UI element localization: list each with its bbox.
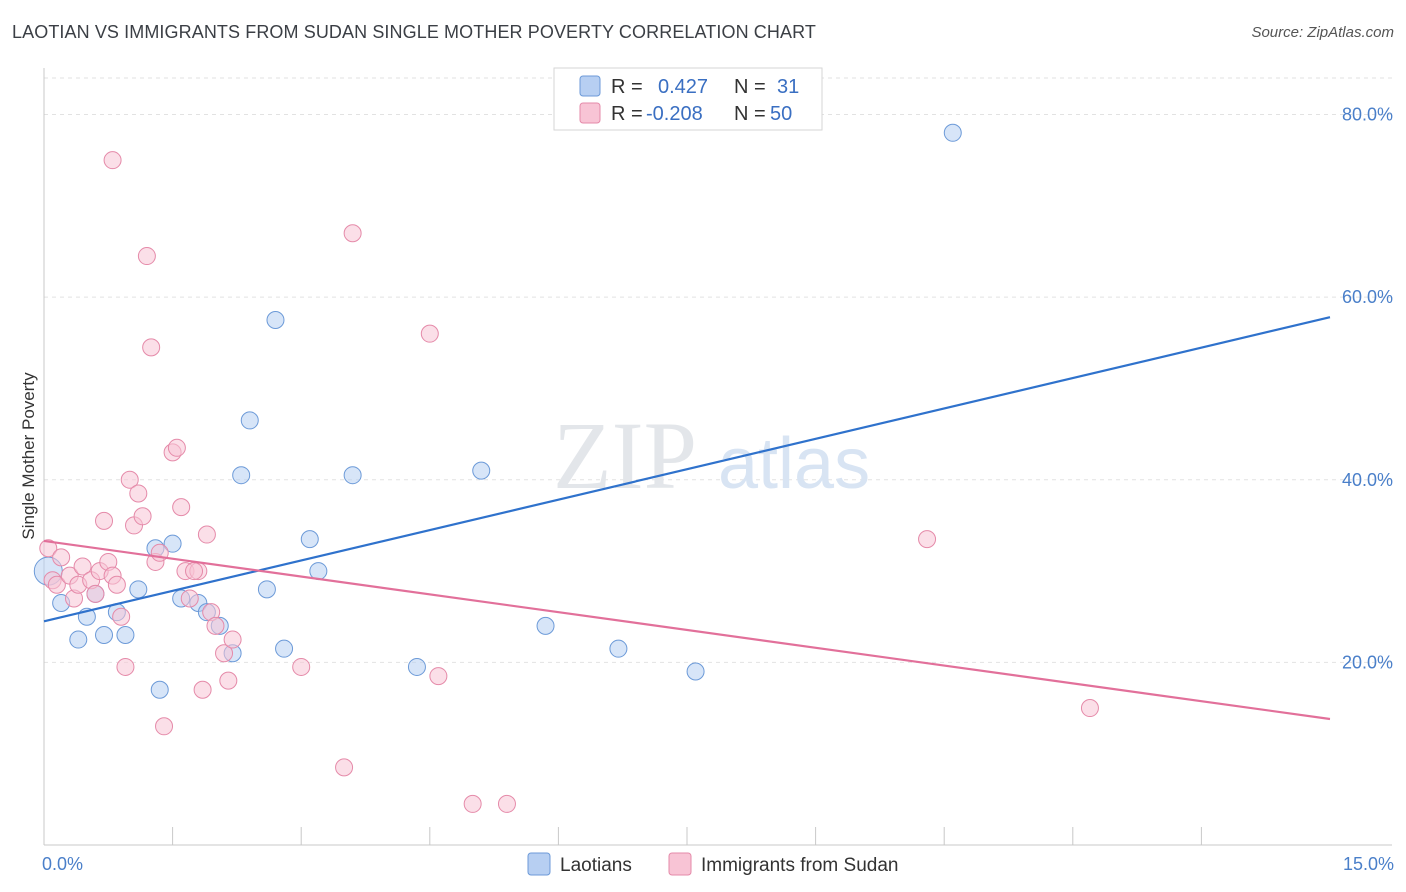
point-series0-25 (407, 657, 426, 676)
point-series1-21 (142, 338, 161, 357)
x-tick-label-1: 15.0% (1343, 854, 1394, 874)
point-series1-9 (86, 584, 105, 603)
chart-source: Source: ZipAtlas.com (1251, 24, 1394, 41)
point-series0-5 (95, 625, 114, 644)
watermark: ZIP atlas (553, 402, 870, 509)
point-series1-17 (120, 470, 139, 489)
legend-r-value-laotians: 0.427 (658, 76, 708, 98)
point-series0-27 (536, 616, 555, 635)
point-series0-7 (116, 625, 135, 644)
point-series1-27 (172, 498, 191, 517)
point-series1-20 (133, 507, 152, 526)
point-series0-2 (69, 630, 88, 649)
point-series1-31 (193, 680, 212, 699)
point-series1-29 (180, 589, 199, 608)
y-tick-label-0: 20.0% (1342, 652, 1393, 672)
series-legend-swatch-sudan (668, 852, 692, 876)
point-series1-34 (206, 616, 225, 635)
point-series0-30 (943, 123, 962, 142)
point-series0-29 (686, 662, 705, 681)
point-series1-7 (73, 557, 92, 576)
y-tick-label-1: 40.0% (1342, 470, 1393, 490)
watermark-atlas: atlas (718, 424, 870, 504)
grid-lines (44, 77, 1392, 663)
legend-swatch-laotians (579, 75, 601, 97)
point-series0-17 (232, 466, 251, 485)
point-series1-40 (343, 224, 362, 243)
point-series0-18 (240, 411, 259, 430)
point-series0-20 (266, 310, 285, 329)
chart-title: LAOTIAN VS IMMIGRANTS FROM SUDAN SINGLE … (12, 22, 816, 42)
x-tick-labels: 0.0% 15.0% (42, 854, 1394, 874)
point-series0-11 (163, 534, 182, 553)
point-series0-22 (300, 530, 319, 549)
point-series1-47 (918, 530, 937, 549)
y-tick-labels: 20.0% 40.0% 60.0% 80.0% (1342, 105, 1393, 673)
point-series0-10 (150, 680, 169, 699)
point-series1-14 (107, 575, 126, 594)
axes (43, 68, 1392, 846)
series-legend-swatch-laotians (527, 852, 551, 876)
point-series1-45 (137, 247, 156, 266)
point-series1-19 (129, 484, 148, 503)
point-series1-35 (215, 644, 234, 663)
point-series1-32 (197, 525, 216, 544)
watermark-zip: ZIP (553, 402, 697, 509)
point-series1-38 (292, 657, 311, 676)
legend-n-label-laotians: N = (734, 76, 766, 98)
point-series1-16 (116, 657, 135, 676)
point-series1-48 (1080, 699, 1099, 718)
legend-swatch-sudan (579, 102, 601, 124)
scatter-points (33, 123, 1099, 813)
legend-n-value-sudan: 50 (770, 103, 792, 125)
point-series0-24 (343, 466, 362, 485)
point-series1-42 (429, 667, 448, 686)
series-legend-label-laotians: Laotians (560, 855, 632, 876)
point-series1-44 (497, 794, 516, 813)
point-series1-2 (47, 575, 66, 594)
point-series0-19 (257, 580, 276, 599)
point-series0-26 (472, 461, 491, 480)
point-series1-43 (463, 794, 482, 813)
legend-n-label-sudan: N = (734, 103, 766, 125)
point-series1-46 (103, 151, 122, 170)
series-legend-label-sudan: Immigrants from Sudan (701, 855, 898, 876)
point-series1-36 (219, 671, 238, 690)
x-minor-ticks (172, 827, 1202, 845)
legend-r-label-sudan: R = (611, 103, 643, 125)
point-series1-3 (52, 548, 71, 567)
point-series1-49 (185, 562, 204, 581)
point-series1-26 (167, 438, 186, 457)
point-series0-28 (609, 639, 628, 658)
point-series1-41 (420, 324, 439, 343)
point-series1-0 (39, 539, 58, 558)
point-series0-21 (275, 639, 294, 658)
y-tick-label-2: 60.0% (1342, 287, 1393, 307)
legend-r-label-laotians: R = (611, 76, 643, 98)
point-series1-24 (155, 717, 174, 736)
series-legend: Laotians Immigrants from Sudan (527, 852, 898, 876)
y-tick-label-3: 80.0% (1342, 105, 1393, 125)
point-series1-15 (112, 607, 131, 626)
point-series1-11 (95, 511, 114, 530)
correlation-legend: R = 0.427 N = 31 R = -0.208 N = 50 (553, 67, 823, 131)
x-tick-label-0: 0.0% (42, 854, 83, 874)
trend-line-series1 (43, 539, 1331, 721)
point-series0-8 (129, 580, 148, 599)
point-series1-39 (335, 758, 354, 777)
legend-n-value-laotians: 31 (777, 76, 799, 98)
legend-r-value-sudan: -0.208 (646, 103, 703, 125)
point-series1-37 (223, 630, 242, 649)
trend-lines (43, 316, 1331, 721)
y-axis-label: Single Mother Poverty (19, 372, 38, 540)
